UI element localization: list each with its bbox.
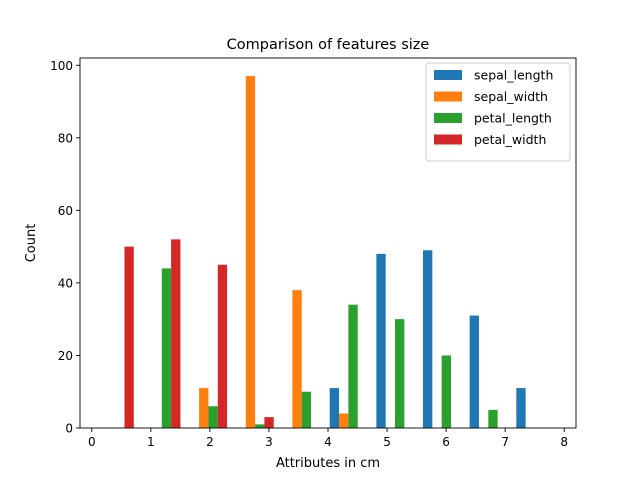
x-tick-label: 6 <box>442 435 450 449</box>
bar-petal_length-bin-8 <box>488 409 498 428</box>
legend-label-sepal_length: sepal_length <box>474 68 553 83</box>
bar-petal_width-bin-1 <box>171 239 181 428</box>
y-tick-label: 100 <box>50 59 73 73</box>
x-axis: 0 1 2 3 4 5 6 7 8 <box>88 428 568 449</box>
legend-swatch-sepal_length <box>434 70 462 80</box>
bar-petal_length-bin-4 <box>301 391 312 428</box>
legend-label-petal_width: petal_width <box>474 132 546 147</box>
bar-petal_width-bin-0 <box>124 246 134 428</box>
legend-label-petal_length: petal_length <box>474 111 552 126</box>
legend-label-sepal_width: sepal_width <box>474 89 548 104</box>
legend-swatch-petal_width <box>434 134 462 145</box>
x-axis-label: Attributes in cm <box>276 456 380 471</box>
bar-sepal_width-bin-5 <box>339 413 349 428</box>
bar-petal_length-bin-3 <box>255 424 265 428</box>
bar-petal_length-bin-1 <box>161 268 172 428</box>
plot-frame <box>79 57 577 429</box>
x-tick-label: 5 <box>383 435 391 449</box>
x-tick-label: 1 <box>147 435 155 449</box>
bar-petal_length-bin-5 <box>348 304 358 428</box>
bar-petal_length-bin-6 <box>395 319 405 428</box>
y-tick-label: 0 <box>65 422 73 436</box>
x-tick-label: 8 <box>560 435 568 449</box>
bar-petal_width-bin-3 <box>264 417 274 428</box>
chart-title: Comparison of features size <box>227 37 430 53</box>
bar-petal_width-bin-2 <box>217 264 228 428</box>
bar-sepal_length-bin-8 <box>469 315 479 428</box>
bar-sepal_length-bin-6 <box>376 253 386 428</box>
bars-group <box>124 76 526 428</box>
x-tick-label: 4 <box>324 435 332 449</box>
x-tick-label: 3 <box>265 435 273 449</box>
y-axis-label: Count <box>24 224 39 263</box>
y-tick-label: 80 <box>58 131 73 145</box>
bar-petal_length-bin-7 <box>441 355 451 428</box>
x-tick-label: 0 <box>88 435 96 449</box>
legend: sepal_length sepal_width petal_lengthpetal… <box>425 62 571 162</box>
legend-swatch-petal_length <box>434 113 462 123</box>
y-axis: 0 20 40 60 80 100 <box>50 59 80 436</box>
y-tick-label: 60 <box>58 204 73 218</box>
bar-sepal_width-bin-4 <box>292 290 302 428</box>
legend-swatch-sepal_width <box>434 91 462 102</box>
bar-sepal_length-bin-5 <box>329 388 340 428</box>
bar-sepal_width-bin-2 <box>199 388 209 428</box>
x-tick-label: 2 <box>206 435 214 449</box>
y-tick-label: 20 <box>58 349 73 363</box>
bar-sepal_length-bin-7 <box>423 250 433 428</box>
bar-petal_length-bin-2 <box>208 406 218 428</box>
bar-sepal_width-bin-3 <box>245 76 256 428</box>
x-tick-label: 7 <box>501 435 509 449</box>
bar-sepal_length-bin-9 <box>516 388 526 428</box>
y-tick-label: 40 <box>58 276 73 290</box>
